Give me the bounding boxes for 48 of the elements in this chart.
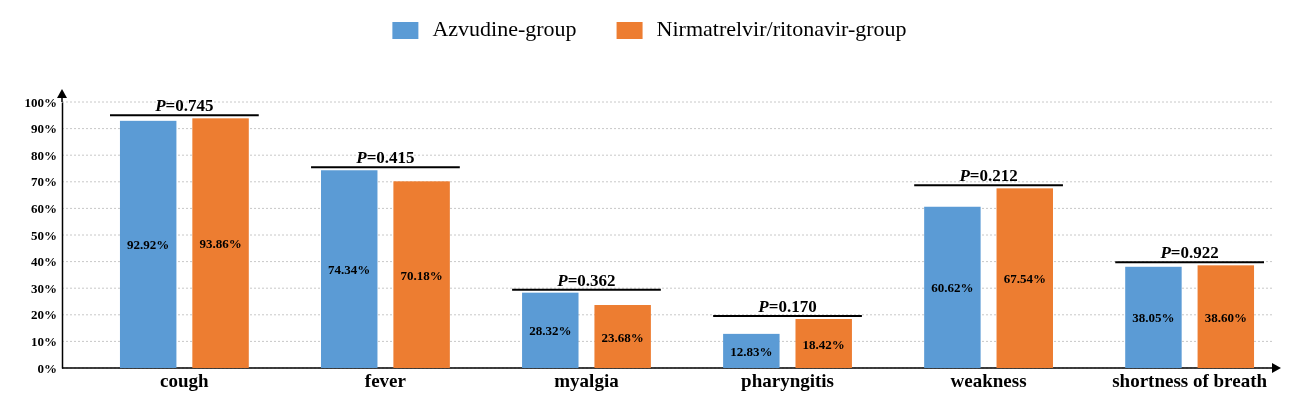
annotation: P=0.362 bbox=[556, 270, 616, 290]
y-tick-label: 20% bbox=[31, 307, 57, 323]
annotation: P=0.922 bbox=[1159, 243, 1219, 263]
y-tick-label: 100% bbox=[24, 94, 57, 110]
annotation: P=0.170 bbox=[757, 297, 817, 316]
bar bbox=[522, 292, 579, 368]
y-tick-label: 70% bbox=[31, 174, 57, 190]
x-tick-label: myalgia bbox=[554, 370, 620, 391]
x-tick-label: cough bbox=[160, 370, 210, 391]
data-label: 12.83% bbox=[730, 343, 773, 359]
data-label: 18.42% bbox=[802, 336, 845, 352]
bar bbox=[996, 188, 1053, 368]
data-label: 38.60% bbox=[1204, 309, 1247, 325]
data-label: 92.92% bbox=[127, 237, 170, 253]
bar bbox=[594, 305, 651, 368]
data-label: 93.86% bbox=[199, 236, 242, 252]
y-tick-label: 50% bbox=[31, 227, 57, 243]
y-tick-label: 10% bbox=[31, 334, 57, 350]
bar bbox=[192, 118, 249, 368]
annotation: P=0.415 bbox=[355, 148, 415, 168]
y-tick-label: 80% bbox=[31, 147, 57, 163]
y-tick-label: 0% bbox=[37, 360, 57, 376]
data-label: 70.18% bbox=[400, 267, 443, 283]
data-label: 23.68% bbox=[601, 329, 644, 345]
bar bbox=[393, 181, 450, 368]
data-label: 28.32% bbox=[529, 323, 572, 339]
bar bbox=[924, 206, 981, 368]
bar bbox=[119, 120, 177, 368]
y-tick-label: 40% bbox=[31, 254, 57, 270]
y-tick-label: 60% bbox=[31, 201, 57, 217]
x-tick-label: weakness bbox=[950, 370, 1027, 391]
data-label: 38.05% bbox=[1132, 310, 1175, 326]
data-label: 74.34% bbox=[328, 262, 371, 278]
legend-label: Nirmatrelvir/ritonavir-group bbox=[656, 16, 907, 41]
data-label: 67.54% bbox=[1003, 271, 1046, 287]
annotation: P=0.212 bbox=[958, 166, 1018, 186]
y-tick-label: 30% bbox=[31, 280, 57, 296]
bar bbox=[321, 170, 378, 368]
bar bbox=[1197, 265, 1255, 368]
x-tick-label: pharyngitis bbox=[741, 370, 834, 391]
x-tick-label: fever bbox=[364, 370, 407, 391]
bar bbox=[795, 319, 852, 368]
data-label: 60.62% bbox=[931, 280, 974, 296]
legend-label: Azvudine-group bbox=[432, 16, 577, 41]
annotation: P=0.745 bbox=[154, 96, 214, 116]
y-tick-label: 90% bbox=[31, 121, 57, 137]
x-tick-label: shortness of breath bbox=[1112, 370, 1268, 391]
bar bbox=[1125, 266, 1182, 368]
